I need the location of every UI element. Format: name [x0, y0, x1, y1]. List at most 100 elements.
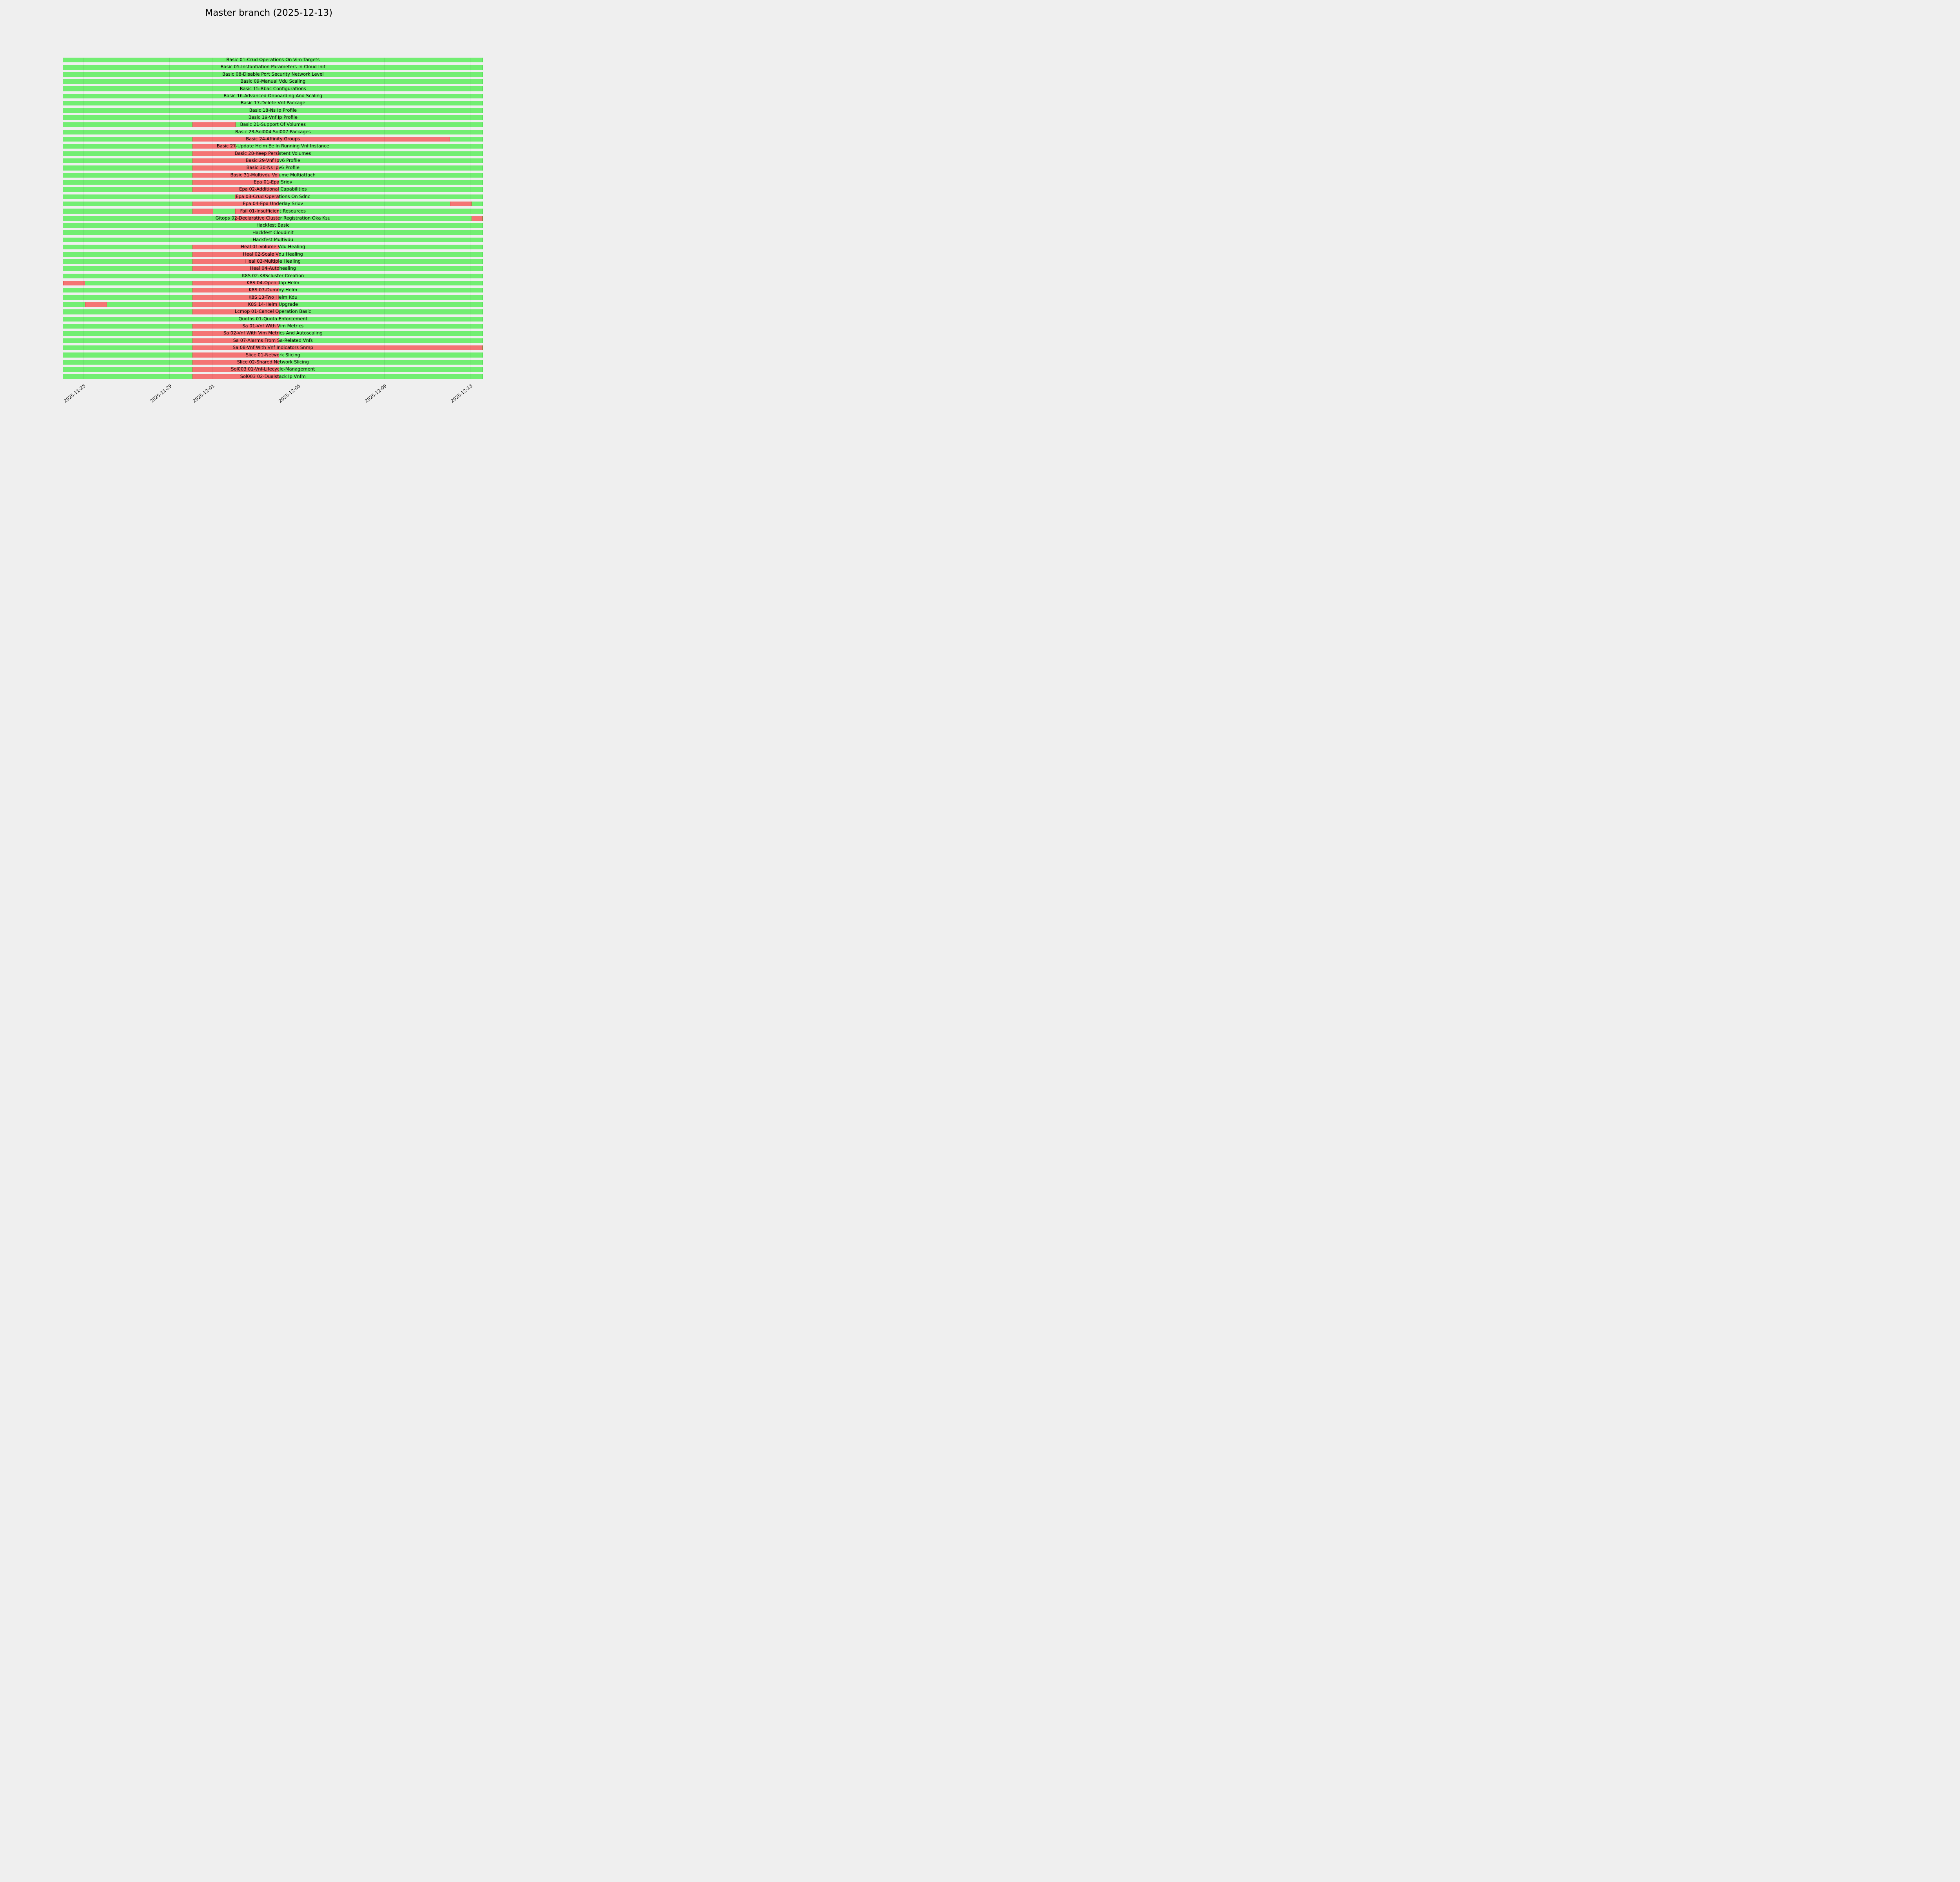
fail-segment — [192, 266, 279, 271]
row-label: Sa 02-Vnf With Vim Metrics And Autoscali… — [223, 330, 323, 336]
fail-segment — [192, 173, 279, 178]
test-row: Basic 17-Delete Vnf Package — [63, 100, 483, 106]
test-row: Heal 04-Autohealing — [63, 266, 483, 271]
row-label: Basic 29-Vnf Ipv6 Profile — [245, 158, 300, 163]
x-tick-label: 2025-12-01 — [192, 383, 216, 404]
test-row: Basic 29-Vnf Ipv6 Profile — [63, 158, 483, 163]
pass-bar — [63, 108, 483, 113]
row-label: Heal 02-Scale Vdu Healing — [243, 251, 303, 257]
fail-segment — [472, 216, 483, 221]
row-label: Sa 07-Alarms From Sa-Related Vnfs — [233, 337, 313, 343]
pass-bar — [63, 58, 483, 63]
test-row: Sol003 02-Dualstack Ip Vnfm — [63, 374, 483, 379]
test-row: Epa 03-Crud Operations On Sdnc — [63, 194, 483, 199]
test-row: Lcmop 01-Cancel Operation Basic — [63, 309, 483, 314]
row-label: Basic 17-Delete Vnf Package — [240, 100, 305, 106]
plot-area: Basic 01-Crud Operations On Vim Targets B… — [63, 57, 483, 404]
x-tick-label: 2025-12-13 — [449, 383, 474, 404]
test-row: Basic 30-Ns Ipv6 Profile — [63, 165, 483, 171]
test-row: Basic 23-Sol004 Sol007 Packages — [63, 129, 483, 134]
figure: Master branch (2025-12-13) Basic 01-Crud… — [0, 0, 529, 470]
fail-segment — [192, 280, 279, 286]
row-label: Basic 05-Instantiation Parameters In Clo… — [220, 64, 326, 70]
test-row: Slice 02-Shared Network Slicing — [63, 360, 483, 365]
test-row: Basic 28-Keep Persistent Volumes — [63, 151, 483, 156]
row-label: Basic 31-Multivdu Volume Multiattach — [230, 172, 316, 178]
fail-segment — [63, 280, 85, 286]
test-row: Basic 24-Affinity Groups — [63, 136, 483, 142]
row-label: Sa 08-Vnf With Vnf Indicators Snmp — [232, 345, 313, 351]
row-label: Basic 19-Vnf Ip Profile — [248, 114, 298, 120]
row-label: Basic 09-Manual Vdu Scaling — [240, 78, 306, 84]
row-label: Slice 02-Shared Network Slicing — [237, 359, 309, 365]
fail-segment — [192, 331, 279, 336]
test-row: Heal 01-Volume Vdu Healing — [63, 245, 483, 250]
test-row: Sa 08-Vnf With Vnf Indicators Snmp — [63, 345, 483, 351]
fail-segment — [85, 302, 107, 307]
row-label: Basic 01-Crud Operations On Vim Targets — [226, 57, 320, 63]
row-label: Basic 08-Disable Port Security Network L… — [222, 71, 324, 77]
test-row: Basic 08-Disable Port Security Network L… — [63, 72, 483, 77]
fail-segment — [192, 295, 279, 300]
test-row: K8S 07-Dummy Helm — [63, 288, 483, 293]
pass-bar — [63, 230, 483, 235]
fail-segment — [192, 151, 279, 156]
test-row: Heal 02-Scale Vdu Healing — [63, 251, 483, 257]
fail-segment — [192, 136, 450, 142]
fail-segment — [192, 180, 279, 185]
x-tick-label: 2025-12-09 — [363, 383, 388, 404]
chart-title: Master branch (2025-12-13) — [205, 8, 333, 18]
row-label: Basic 28-Keep Persistent Volumes — [235, 150, 311, 156]
test-row: Basic 05-Instantiation Parameters In Clo… — [63, 64, 483, 70]
x-tick-label: 2025-12-05 — [278, 383, 302, 404]
row-label: Epa 04-Epa Underlay Sriov — [243, 201, 303, 207]
fail-segment — [235, 216, 279, 221]
test-row: Slice 01-Network Slicing — [63, 352, 483, 358]
pass-bar — [63, 122, 483, 127]
test-row: Gitops 02-Declarative Cluster Registrati… — [63, 216, 483, 221]
pass-bar — [63, 93, 483, 98]
pass-bar — [63, 101, 483, 106]
fail-segment — [192, 259, 279, 264]
test-row: Epa 02-Additional Capabilities — [63, 187, 483, 192]
test-row: Basic 27-Update Helm Ee In Running Vnf I… — [63, 144, 483, 149]
row-label: Fail 01-Insufficient Resources — [240, 208, 306, 214]
test-row: Sa 01-Vnf With Vim Metrics — [63, 324, 483, 329]
row-label: Basic 27-Update Helm Ee In Running Vnf I… — [216, 143, 329, 149]
fail-segment — [192, 309, 279, 314]
test-row: Sol003 01-Vnf-Lifecycle-Management — [63, 367, 483, 372]
fail-segment — [192, 338, 279, 343]
pass-bar — [63, 144, 483, 149]
row-label: Gitops 02-Declarative Cluster Registrati… — [215, 215, 331, 221]
pass-bar — [63, 86, 483, 91]
fail-segment — [192, 245, 279, 250]
pass-bar — [63, 65, 483, 70]
row-label: Hackfest Cloudinit — [252, 229, 294, 235]
test-row: K8S 13-Two Helm Kdu — [63, 295, 483, 300]
row-label: Basic 16-Advanced Onboarding And Scaling — [223, 93, 323, 98]
x-tick-label: 2025-11-29 — [149, 383, 173, 404]
row-label: Epa 01-Epa Sriov — [254, 179, 292, 185]
fail-segment — [192, 360, 279, 365]
test-row: Hackfest Multivdu — [63, 237, 483, 243]
pass-bar — [63, 115, 483, 120]
row-label: K8S 02-K8Scluster Creation — [242, 272, 304, 278]
fail-segment — [192, 352, 279, 358]
row-label: Sol003 01-Vnf-Lifecycle-Management — [231, 366, 315, 372]
pass-bar — [63, 316, 483, 322]
fail-segment — [192, 324, 279, 329]
fail-segment — [192, 202, 279, 207]
test-row: Basic 18-Ns Ip Profile — [63, 108, 483, 113]
test-row: Epa 04-Epa Underlay Sriov — [63, 201, 483, 207]
test-row: Basic 16-Advanced Onboarding And Scaling — [63, 93, 483, 98]
row-label: Basic 21-Support Of Volumes — [240, 122, 306, 127]
test-row: Quotas 01-Quota Enforcement — [63, 316, 483, 322]
test-row: Basic 21-Support Of Volumes — [63, 122, 483, 127]
fail-segment — [192, 374, 279, 379]
row-label: Quotas 01-Quota Enforcement — [238, 316, 308, 322]
fail-segment — [192, 209, 213, 214]
fail-segment — [235, 209, 279, 214]
row-label: Hackfest Basic — [256, 222, 290, 228]
test-row: Basic 19-Vnf Ip Profile — [63, 115, 483, 120]
pass-bar — [63, 72, 483, 77]
